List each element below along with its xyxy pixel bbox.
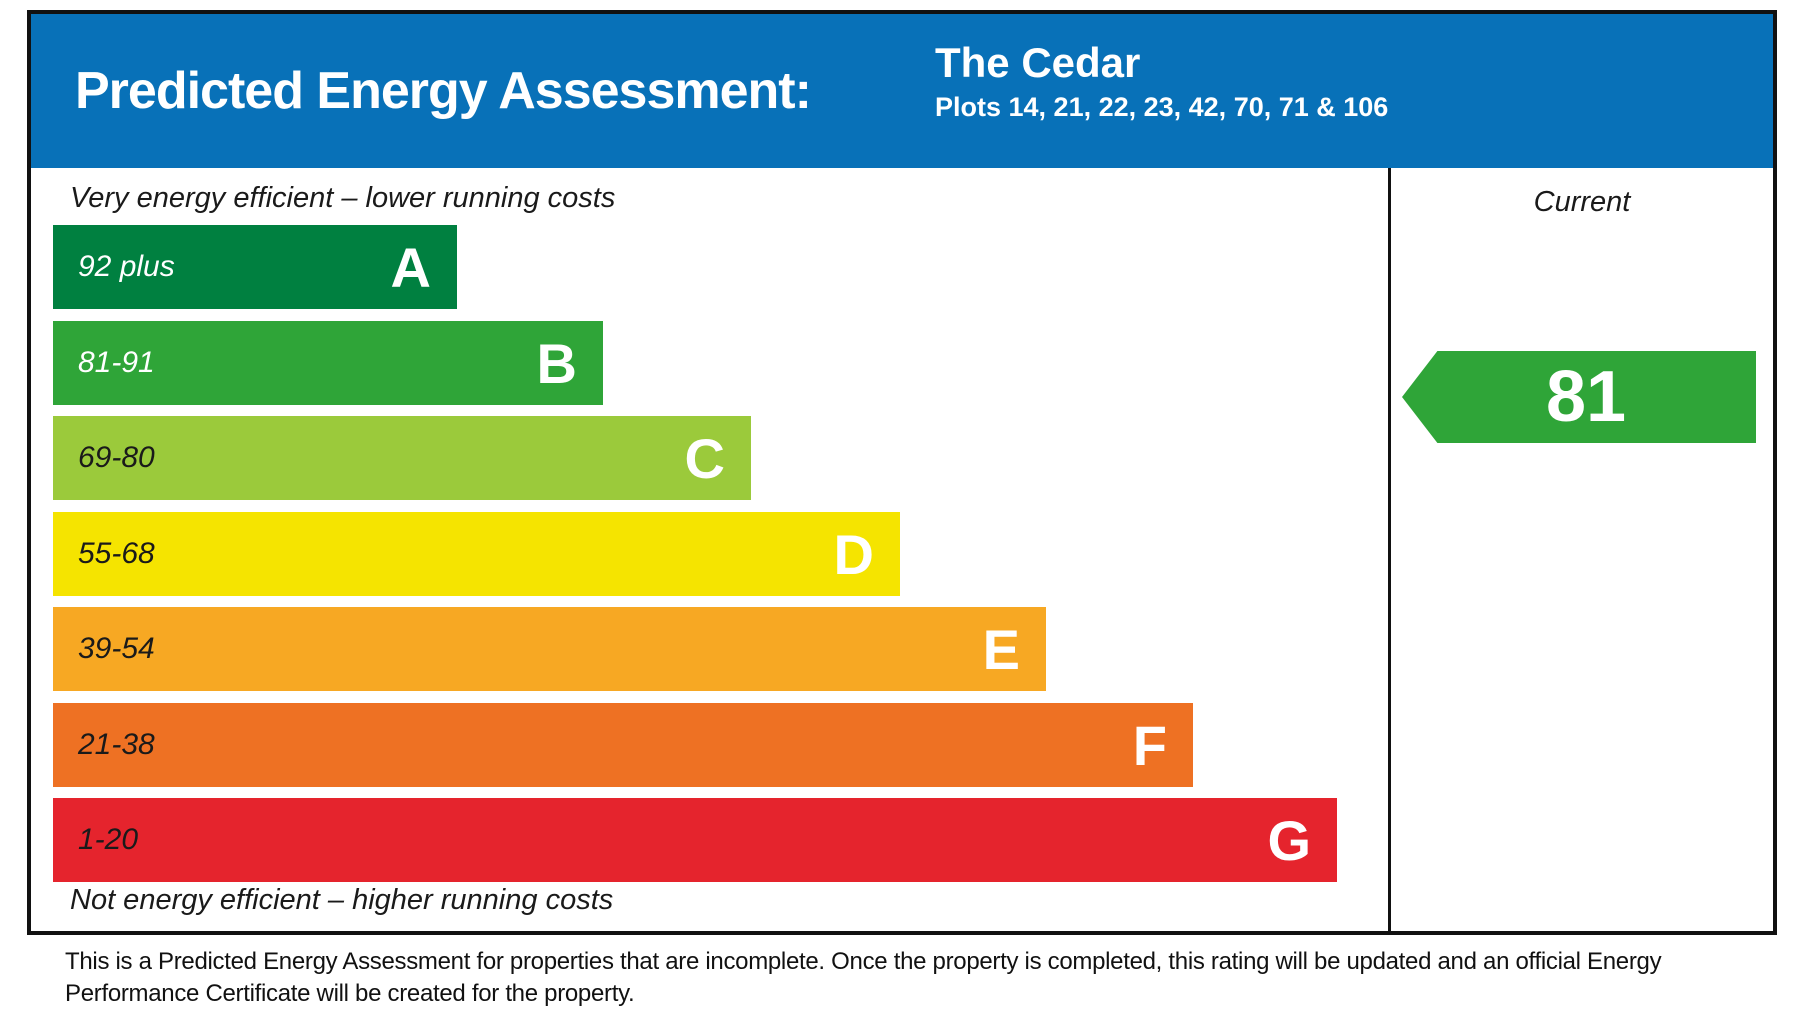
epc-band-b: 81-91 B <box>53 320 603 405</box>
footer-note: This is a Predicted Energy Assessment fo… <box>65 948 1662 1007</box>
band-letter: D <box>833 522 874 586</box>
band-range-label: 39-54 <box>78 632 155 665</box>
band-range-label: 69-80 <box>78 441 155 474</box>
epc-band-e: 39-54 E <box>53 607 1046 691</box>
current-column-divider <box>1388 168 1391 931</box>
band-letter: G <box>1267 809 1311 872</box>
band-letter: C <box>684 427 725 490</box>
epc-band-d: 55-68 D <box>53 511 900 596</box>
page-title: Predicted Energy Assessment: <box>75 62 812 120</box>
current-column-header: Current <box>1533 186 1631 218</box>
epc-band-c: 69-80 C <box>53 416 751 500</box>
epc-band-a: 92 plus A <box>53 225 457 309</box>
current-rating-arrow: 81 <box>1402 351 1756 443</box>
band-letter: E <box>982 618 1020 681</box>
epc-band-g: 1-20 G <box>53 798 1337 882</box>
band-range-label: 92 plus <box>78 250 175 283</box>
band-letter: A <box>390 236 431 299</box>
band-range-label: 55-68 <box>78 536 155 570</box>
band-letter: F <box>1132 713 1167 777</box>
band-range-label: 1-20 <box>78 823 139 856</box>
property-info: The Cedar Plots 14, 21, 22, 23, 42, 70, … <box>935 40 1388 124</box>
epc-band-f: 21-38 F <box>53 702 1193 787</box>
band-range-label: 81-91 <box>78 345 155 379</box>
current-rating-value: 81 <box>1545 357 1627 437</box>
epc-certificate: Predicted Energy Assessment: The Cedar P… <box>27 10 1777 935</box>
header-bar: Predicted Energy Assessment: The Cedar P… <box>31 14 1773 168</box>
bottom-caption: Not energy efficient – higher running co… <box>70 884 614 916</box>
top-caption: Very energy efficient – lower running co… <box>70 182 616 214</box>
property-plots: Plots 14, 21, 22, 23, 42, 70, 71 & 106 <box>935 92 1389 122</box>
band-letter: B <box>536 331 577 395</box>
epc-chart: Very energy efficient – lower running co… <box>31 168 1773 931</box>
band-range-label: 21-38 <box>78 727 155 761</box>
property-name: The Cedar <box>935 39 1141 86</box>
